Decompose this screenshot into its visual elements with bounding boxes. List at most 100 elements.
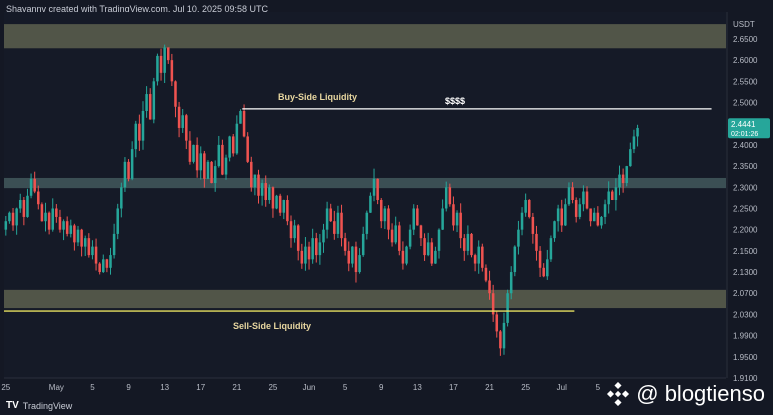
candle-body [333,221,336,234]
candle-body [336,212,340,234]
candle-body [120,187,123,209]
x-tick-label: 5 [90,383,95,392]
candle-body [509,272,513,294]
candle-body [325,208,329,230]
x-tick-label: 21 [485,383,494,392]
candle-body [636,127,639,137]
y-tick-label: 2.1300 [733,268,758,277]
candle-body [87,238,91,256]
resistance-zone [4,177,726,189]
candle-body [592,212,596,222]
candle-body [466,233,470,251]
candle-body [463,238,466,251]
currency-label: USDT [733,20,755,29]
candle-body [351,246,354,264]
tradingview-mark-icon: TV [6,400,19,411]
candle-body [315,238,318,256]
candle-body [347,250,351,264]
candles-layer [4,44,639,356]
candle-body [481,246,484,268]
current-price-tag [728,118,770,139]
candle-body [527,200,531,217]
candle-body [495,314,499,332]
candle-body [542,267,545,277]
candle-body [264,183,267,200]
candle-body [296,225,300,251]
candle-body [123,161,127,188]
candle-body [109,255,112,268]
candle-body [452,204,455,226]
candle-body [65,221,69,234]
candle-body [195,144,199,171]
candle-body [430,242,434,264]
candle-body [401,250,405,264]
candle-body [546,259,549,277]
y-tick-label: 2.2500 [733,204,758,213]
y-axis: USDT2.65002.60002.55002.50002.45002.4000… [726,12,770,383]
watermark-text: @ blogtienso [636,381,765,406]
candle-body [11,212,15,226]
x-tick-label: 5 [596,383,601,392]
y-tick-label: 2.3500 [733,162,758,171]
candle-body [286,200,289,222]
candle-body [448,187,452,205]
candle-body [434,250,437,264]
candle-body [416,208,419,226]
candle-body [260,183,264,196]
candle-body [372,178,376,196]
candle-body [607,191,610,205]
y-tick-label: 2.5000 [733,99,758,108]
candle-body [369,195,372,213]
candle-body [177,106,181,128]
candle-body [535,233,538,251]
candle-body [33,178,36,192]
candle-body [83,238,87,247]
current-price-value: 2.4441 [731,120,756,129]
candle-body [231,136,235,154]
candle-body [632,136,636,150]
candle-body [94,246,98,264]
candle-body [181,115,184,128]
candle-body [47,212,51,230]
candle-body [250,161,253,188]
candle-body [257,174,260,196]
candle-body [304,246,307,264]
x-tick-label: 21 [232,383,241,392]
candle-body [578,204,582,217]
candle-body [293,225,296,239]
candle-body [611,191,614,200]
candle-body [365,212,369,234]
candle-body [524,200,527,213]
candle-body [192,144,195,162]
y-tick-label: 2.0300 [733,310,758,319]
x-tick-label: 9 [379,383,384,392]
candle-body [134,123,138,150]
demand-zone-bottom [4,289,726,309]
candle-body [170,60,174,82]
current-price-countdown: 02:01:26 [731,131,758,138]
candle-body [553,221,556,239]
tradingview-logo[interactable]: TV TradingView [6,400,72,411]
candle-body [488,280,491,294]
candle-body [188,140,192,162]
y-tick-label: 2.6500 [733,35,758,44]
candle-body [437,229,441,251]
candle-body [242,111,246,137]
candle-body [156,55,159,82]
candle-body [44,212,47,222]
candle-body [603,204,607,217]
y-tick-label: 2.3000 [733,183,758,192]
candle-body [412,208,415,230]
candle-body [531,216,535,234]
x-tick-label: 17 [196,383,205,392]
candle-body [148,94,152,120]
candle-body [239,111,242,124]
candle-body [8,212,11,222]
candle-body [585,191,589,209]
candle-body [311,238,314,260]
x-tick-label: 25 [268,383,277,392]
y-tick-label: 1.9500 [733,353,758,362]
candle-body [80,229,83,247]
candle-body [538,250,542,268]
